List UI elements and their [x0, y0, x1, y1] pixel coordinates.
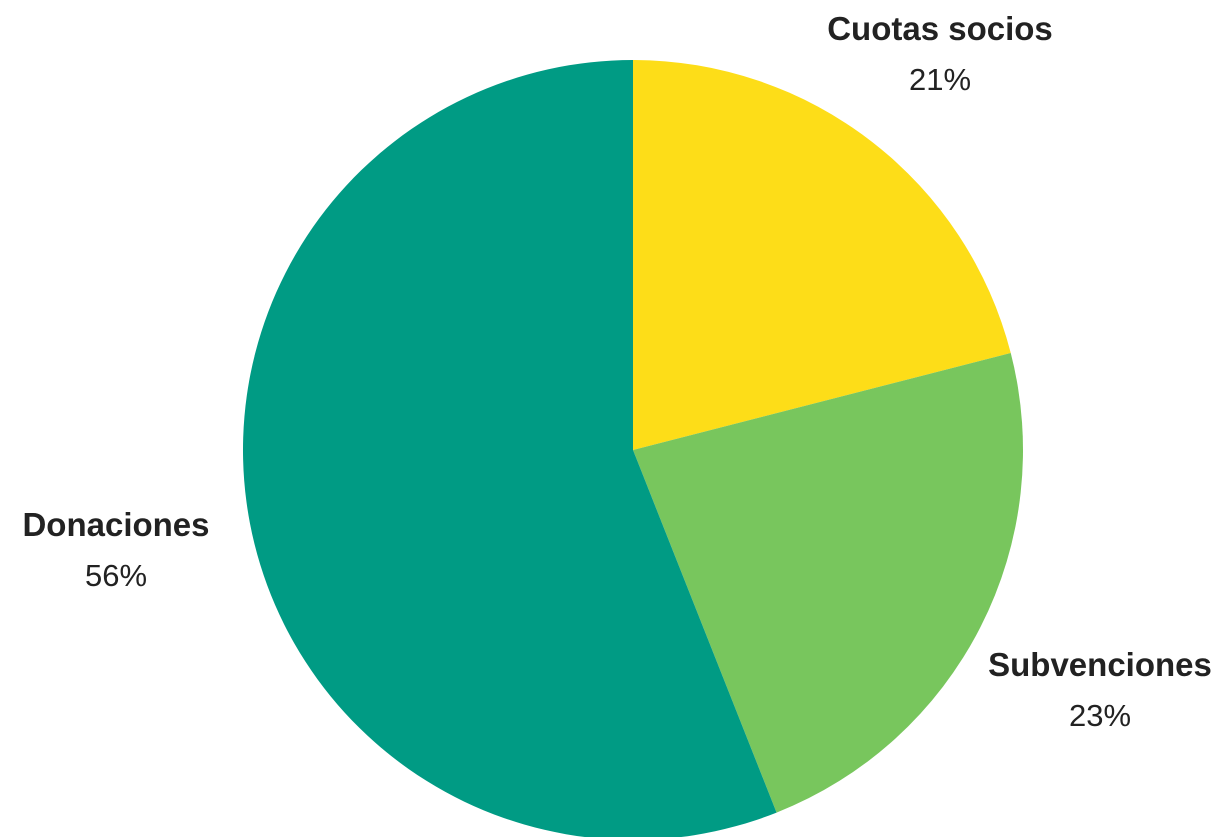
- slice-donaciones: [243, 60, 777, 837]
- slice-value-label: 23%: [1069, 698, 1131, 733]
- slice-label: Donaciones: [22, 506, 209, 543]
- slice-subvenciones: [633, 353, 1024, 813]
- slice-label: Subvenciones: [988, 646, 1212, 683]
- pie-slices: [243, 60, 1024, 837]
- slice-cuotas-socios: [633, 60, 1011, 450]
- slice-value-label: 21%: [909, 62, 971, 97]
- slice-value-label: 56%: [85, 558, 147, 593]
- slice-label: Cuotas socios: [827, 10, 1053, 47]
- pie-labels: Cuotas socios 21% Subvenciones 23% Donacione…: [22, 10, 1211, 733]
